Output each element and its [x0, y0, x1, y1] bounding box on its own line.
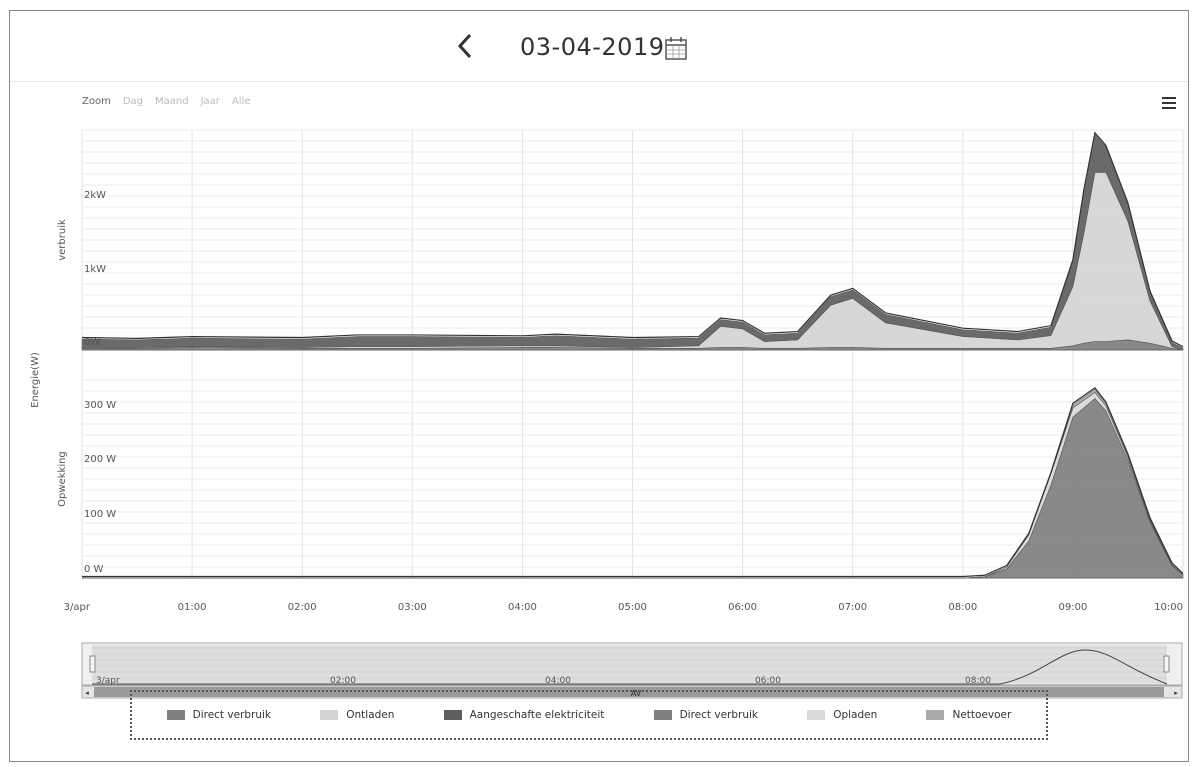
- date-label: 03-04-2019: [520, 33, 665, 61]
- legend-swatch: [320, 710, 339, 720]
- zoom-selector: Zoom Dag Maand Jaar Alle: [82, 96, 250, 107]
- legend-item[interactable]: Opladen: [807, 709, 877, 721]
- legend-label: Direct verbruik: [192, 709, 272, 721]
- y-tick-label: 100 W: [84, 509, 116, 520]
- legend-item[interactable]: Ontladen: [320, 709, 394, 721]
- navigator-extra-label: AV: [631, 689, 642, 698]
- legend-swatch: [443, 710, 462, 720]
- navigator-series: [92, 649, 1168, 685]
- scroll-right-arrow: ▸: [1174, 689, 1178, 697]
- legend-item[interactable]: Nettoevoer: [926, 709, 1011, 721]
- x-tick-label: 3/apr: [64, 602, 91, 613]
- zoom-option-month[interactable]: Maand: [155, 96, 189, 107]
- previous-day-button[interactable]: [450, 29, 480, 63]
- y-tick-label: 1kW: [84, 264, 106, 275]
- panel-title: verbruik: [57, 219, 68, 261]
- calendar-button[interactable]: [665, 36, 687, 64]
- panel-title: Opwekking: [57, 451, 68, 507]
- navigator-handle-left[interactable]: [89, 655, 96, 673]
- chart-legend: Direct verbruik Ontladen Aangeschafte elek…: [130, 690, 1048, 740]
- y-tick-label: 0W: [84, 337, 100, 348]
- legend-label: Aangeschafte elektriciteit: [469, 709, 605, 721]
- y-axis-title: Energie(W): [30, 352, 41, 408]
- date-header: 03-04-2019: [10, 11, 1188, 82]
- navigator-handle-right[interactable]: [1163, 655, 1170, 673]
- x-tick-label: 08:00: [948, 602, 977, 613]
- y-tick-label: 200 W: [84, 454, 116, 465]
- legend-item[interactable]: Direct verbruik: [653, 709, 758, 721]
- zoom-option-day[interactable]: Dag: [122, 96, 144, 107]
- x-tick-label: 05:00: [618, 602, 647, 613]
- x-tick-label: 03:00: [398, 602, 427, 613]
- y-tick-label: 2kW: [84, 190, 106, 201]
- y-tick-label: 300 W: [84, 400, 116, 411]
- x-tick-label: 10:00: [1154, 602, 1183, 613]
- zoom-option-all[interactable]: Alle: [231, 96, 251, 107]
- chevron-left-icon: [457, 33, 472, 59]
- legend-item[interactable]: Aangeschafte elektriciteit: [443, 709, 605, 721]
- hamburger-menu-icon[interactable]: [1162, 97, 1176, 112]
- navigator-tick-label: 08:00: [965, 676, 991, 686]
- calendar-icon: [665, 37, 687, 60]
- x-tick-label: 06:00: [728, 602, 757, 613]
- legend-label: Opladen: [833, 709, 878, 721]
- legend-item[interactable]: Direct verbruik: [166, 709, 272, 721]
- legend-swatch: [653, 710, 672, 720]
- total-line-0: [81, 131, 1184, 348]
- navigator-selection: [92, 645, 1167, 683]
- zoom-label: Zoom: [82, 96, 111, 107]
- zoom-option-year[interactable]: Jaar: [200, 96, 220, 107]
- x-tick-label: 02:00: [288, 602, 317, 613]
- legend-swatch: [166, 710, 185, 720]
- navigator-tick-label: 3/apr: [96, 676, 120, 686]
- navigator-tick-label: 04:00: [545, 676, 571, 686]
- navigator-tick-label: 02:00: [330, 676, 356, 686]
- legend-label: Ontladen: [346, 709, 395, 721]
- x-tick-label: 01:00: [178, 602, 207, 613]
- legend-swatch: [926, 710, 945, 720]
- navigator[interactable]: 3/apr 02:00 04:00 06:00 08:00 ◂ ▸ AV: [81, 642, 1183, 699]
- scroll-left-arrow: ◂: [85, 689, 89, 697]
- x-tick-label: 04:00: [508, 602, 537, 613]
- legend-swatch: [807, 710, 826, 720]
- legend-label: Nettoevoer: [952, 709, 1012, 721]
- y-tick-label: 0 W: [84, 564, 104, 575]
- chart-frame: 03-04-2019 Zoom Dag Maand Jaar Alle: [9, 10, 1189, 762]
- x-tick-label: 09:00: [1058, 602, 1087, 613]
- scrollbar-thumb[interactable]: [94, 687, 1164, 697]
- navigator-tick-label: 06:00: [755, 676, 781, 686]
- x-tick-label: 07:00: [838, 602, 867, 613]
- total-line-1: [82, 386, 1184, 578]
- legend-label: Direct verbruik: [679, 709, 758, 721]
- area-series-1-2: [82, 388, 1184, 579]
